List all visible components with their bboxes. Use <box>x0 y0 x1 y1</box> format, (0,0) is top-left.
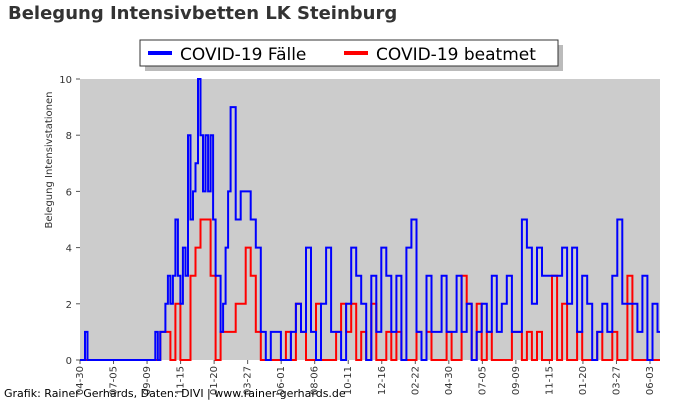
x-tick-label: 02-22 <box>410 366 421 395</box>
y-tick-label: 6 <box>66 187 72 198</box>
x-tick-label: 03-27 <box>611 366 622 395</box>
x-tick-label: 01-20 <box>578 366 589 395</box>
x-tick-label: 09-09 <box>142 366 153 395</box>
x-axis: 04-30 07-05 09-09 11-15 01-20 03-27 06-01 08-06… <box>75 360 656 395</box>
x-tick-label: 04-30 <box>75 366 86 395</box>
x-tick-label: 06-03 <box>645 366 656 395</box>
x-tick-label: 11-15 <box>544 366 555 395</box>
x-tick-label: 12-16 <box>377 366 388 395</box>
y-tick-label: 2 <box>66 300 72 311</box>
x-tick-label: 09-09 <box>511 366 522 395</box>
x-tick-label: 01-20 <box>209 366 220 395</box>
y-axis-label: Belegung Intensivstationen <box>44 91 55 228</box>
x-tick-label: 08-06 <box>310 366 321 395</box>
x-tick-label: 04-30 <box>444 366 455 395</box>
x-tick-label: 10-11 <box>343 366 354 395</box>
y-axis: 0 2 4 6 8 10 <box>59 75 80 367</box>
series-layer <box>80 78 660 361</box>
y-tick-label: 0 <box>66 356 72 367</box>
x-tick-label: 07-05 <box>109 366 120 395</box>
footer-credit: Grafik: Rainer Gerhards, Daten: DIVI | w… <box>4 387 346 400</box>
x-tick-label: 03-27 <box>243 366 254 395</box>
legend-label-beatmet: COVID-19 beatmet <box>376 45 536 65</box>
x-tick-label: 11-15 <box>176 366 187 395</box>
x-tick-label: 07-05 <box>477 366 488 395</box>
legend-label-faelle: COVID-19 Fälle <box>180 45 306 65</box>
y-tick-label: 8 <box>66 131 72 142</box>
y-tick-label: 4 <box>66 244 72 255</box>
plot-area <box>80 79 660 360</box>
y-tick-label: 10 <box>59 75 72 86</box>
legend: COVID-19 Fälle COVID-19 beatmet <box>139 39 563 71</box>
series-line-faelle <box>80 78 660 361</box>
chart-title: Belegung Intensivbetten LK Steinburg <box>8 3 397 24</box>
x-tick-label: 06-01 <box>276 366 287 395</box>
